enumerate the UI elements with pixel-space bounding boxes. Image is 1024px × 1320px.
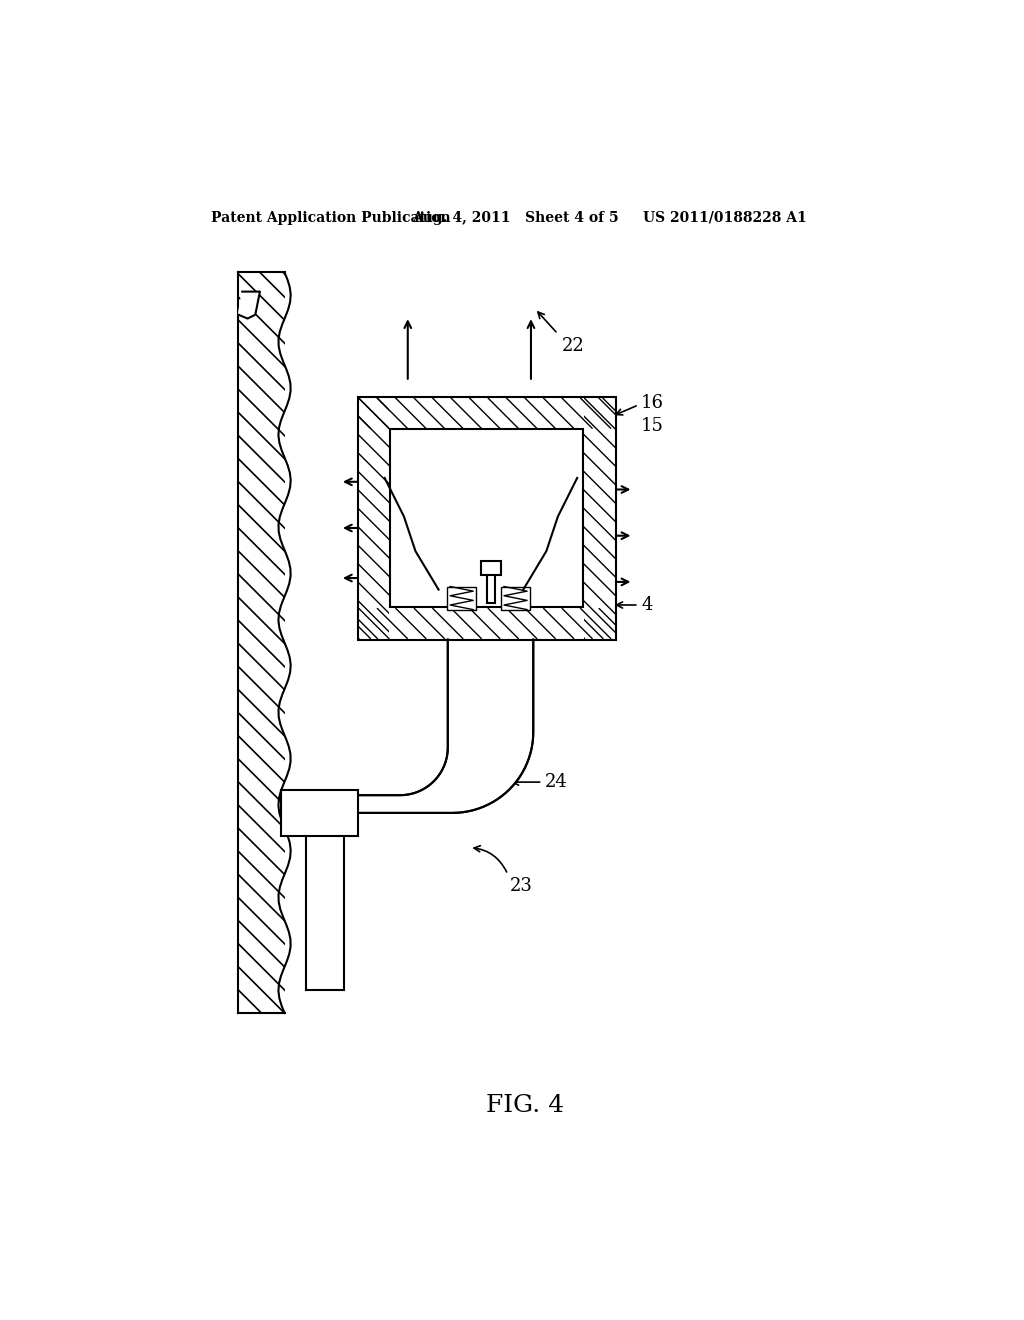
Text: 24: 24 (545, 774, 567, 791)
Text: FIG. 4: FIG. 4 (485, 1094, 564, 1117)
Text: 22: 22 (562, 337, 585, 355)
Bar (501, 586, 530, 610)
Text: 4: 4 (641, 597, 652, 614)
Polygon shape (239, 292, 260, 318)
Bar (281, 789, 357, 836)
Bar (447, 586, 476, 610)
Text: Aug. 4, 2011   Sheet 4 of 5: Aug. 4, 2011 Sheet 4 of 5 (412, 211, 618, 224)
Polygon shape (239, 272, 291, 1014)
Bar (357, 397, 615, 640)
Text: Patent Application Publication: Patent Application Publication (211, 211, 451, 224)
Bar (487, 573, 495, 603)
Text: 15: 15 (641, 417, 664, 436)
Bar (481, 561, 501, 576)
Text: 16: 16 (641, 395, 665, 412)
Polygon shape (342, 640, 534, 813)
Text: US 2011/0188228 A1: US 2011/0188228 A1 (643, 211, 806, 224)
Text: 23: 23 (510, 876, 534, 895)
Bar (390, 429, 584, 607)
Text: 5: 5 (535, 550, 546, 569)
Bar (357, 397, 615, 640)
